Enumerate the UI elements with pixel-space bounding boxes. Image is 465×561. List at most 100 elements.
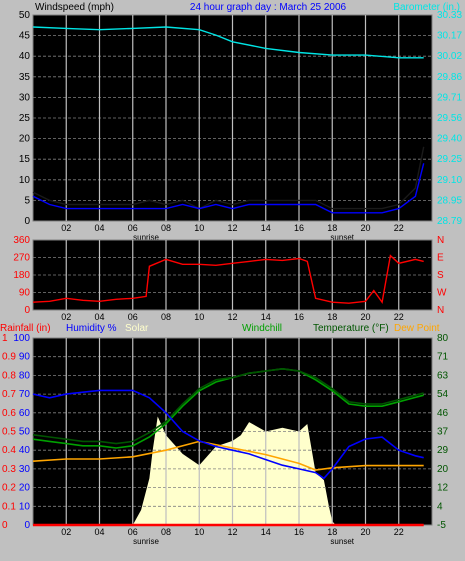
humidity-tick-label: 30: [19, 464, 31, 475]
barometer-line: [32, 26, 424, 59]
windspeed-axis-label: Windspeed (mph): [35, 2, 114, 13]
x-tick-label: 18: [327, 223, 337, 233]
humidity-tick-label: 50: [19, 427, 31, 438]
barometer-axis-label: Barometer (in.): [393, 2, 460, 13]
x-tick-label: 12: [227, 312, 237, 322]
y-tick-label: 15: [19, 154, 31, 165]
y-tick-label: 0: [24, 216, 30, 227]
wind-direction-line: [32, 254, 424, 304]
rain-tick-label: 0.1: [2, 501, 16, 512]
y-tick-label: 10: [19, 175, 31, 186]
y2-tick-label: 30.17: [437, 31, 462, 42]
y2-tick-label: N: [437, 305, 444, 316]
y-tick-label: 30: [19, 92, 31, 103]
humidity-tick-label: 20: [19, 483, 31, 494]
y2-tick-label: 37: [437, 427, 449, 438]
humidity-tick-label: 80: [19, 370, 31, 381]
y2-tick-label: 29.71: [437, 92, 462, 103]
wind-baro-panel: 02 04 06 08 10 12 14 16 18 20 22 0 5 10 15 20 25 30 35 40 45…: [19, 10, 463, 242]
y2-tick-label: S: [437, 270, 444, 281]
windchill-axis-label: Windchill: [242, 323, 282, 334]
x-tick-label: 16: [294, 312, 304, 322]
humidity-tick-label: 70: [19, 389, 31, 400]
rain-tick-label: 0.9: [2, 352, 16, 363]
x-tick-label: 06: [128, 223, 138, 233]
y-tick-label: 50: [19, 10, 31, 21]
x-tick-label: 14: [261, 223, 271, 233]
y2-tick-label: -5: [437, 520, 446, 531]
y2-tick-label: 29.25: [437, 154, 462, 165]
x-tick-label: 20: [360, 223, 370, 233]
y2-tick-label: 29.86: [437, 72, 462, 83]
y2-tick-label: 29.40: [437, 134, 462, 145]
x-tick-label: 10: [194, 527, 204, 537]
x-tick-label: 04: [94, 527, 104, 537]
humidity-line: [32, 389, 424, 480]
y-tick-label: 20: [19, 134, 31, 145]
y-tick-label: 35: [19, 72, 31, 83]
y-tick-label: 25: [19, 113, 31, 124]
y-tick-label: 0: [24, 305, 30, 316]
rainfall-axis-label: Rainfall (in): [0, 323, 51, 334]
y2-tick-label: 46: [437, 408, 449, 419]
dewpoint-axis-label: Dew Point: [394, 323, 440, 334]
y2-tick-label: 80: [437, 333, 449, 344]
x-tick-label: 16: [294, 223, 304, 233]
humidity-tick-label: 0: [24, 520, 30, 531]
humidity-tick-label: 60: [19, 408, 31, 419]
y2-tick-label: 28.79: [437, 216, 462, 227]
chart-title: 24 hour graph day : March 25 2006: [190, 2, 347, 13]
x-tick-label: 08: [161, 223, 171, 233]
x-tick-label: 10: [194, 223, 204, 233]
y-tick-label: 180: [13, 270, 30, 281]
y2-tick-label: 29.56: [437, 113, 462, 124]
x-tick-label: 12: [227, 223, 237, 233]
x-tick-label: 02: [61, 312, 71, 322]
y-tick-label: 90: [19, 288, 31, 299]
sunrise-label: sunrise: [133, 233, 159, 242]
y2-tick-label: W: [437, 288, 447, 299]
humidity-tick-label: 100: [13, 333, 30, 344]
x-tick-label: 18: [327, 527, 337, 537]
windspeed-avg-line: [32, 163, 425, 214]
rain-tick-label: 1: [2, 333, 8, 344]
x-tick-label: 20: [360, 527, 370, 537]
x-tick-label: 08: [161, 527, 171, 537]
y2-tick-label: 30.02: [437, 51, 462, 62]
y2-tick-label: 12: [437, 483, 449, 494]
x-tick-label: 12: [227, 527, 237, 537]
y2-tick-label: 71: [437, 352, 449, 363]
y2-tick-label: 20: [437, 464, 449, 475]
y-tick-label: 40: [19, 51, 31, 62]
y2-tick-label: E: [437, 253, 444, 264]
x-tick-label: 10: [194, 312, 204, 322]
rain-tick-label: 0.3: [2, 464, 16, 475]
x-tick-label: 08: [161, 312, 171, 322]
y2-tick-label: 29: [437, 445, 449, 456]
x-tick-label: 14: [261, 527, 271, 537]
rain-tick-label: 0.7: [2, 389, 16, 400]
humidity-axis-label: Humidity %: [66, 323, 117, 334]
sunrise-label: sunrise: [133, 537, 159, 546]
x-tick-label: 22: [394, 312, 404, 322]
y2-tick-label: 28.95: [437, 195, 462, 206]
y2-tick-label: N: [437, 235, 444, 246]
rain-tick-label: 0.8: [2, 370, 16, 381]
solar-axis-label: Solar: [125, 323, 149, 334]
humidity-tick-label: 90: [19, 352, 31, 363]
sunset-label: sunset: [330, 537, 354, 546]
x-tick-label: 06: [128, 527, 138, 537]
x-tick-label: 02: [61, 527, 71, 537]
dewpoint-line: [32, 440, 424, 471]
rain-tick-label: 0.4: [2, 445, 16, 456]
x-tick-label: 20: [360, 312, 370, 322]
y2-tick-label: 63: [437, 370, 449, 381]
x-tick-label: 18: [327, 312, 337, 322]
x-tick-label: 16: [294, 527, 304, 537]
x-tick-label: 02: [61, 223, 71, 233]
x-tick-label: 14: [261, 312, 271, 322]
y2-tick-label: 30.33: [437, 10, 462, 21]
y-tick-label: 5: [24, 195, 30, 206]
humidity-tick-label: 10: [19, 501, 31, 512]
